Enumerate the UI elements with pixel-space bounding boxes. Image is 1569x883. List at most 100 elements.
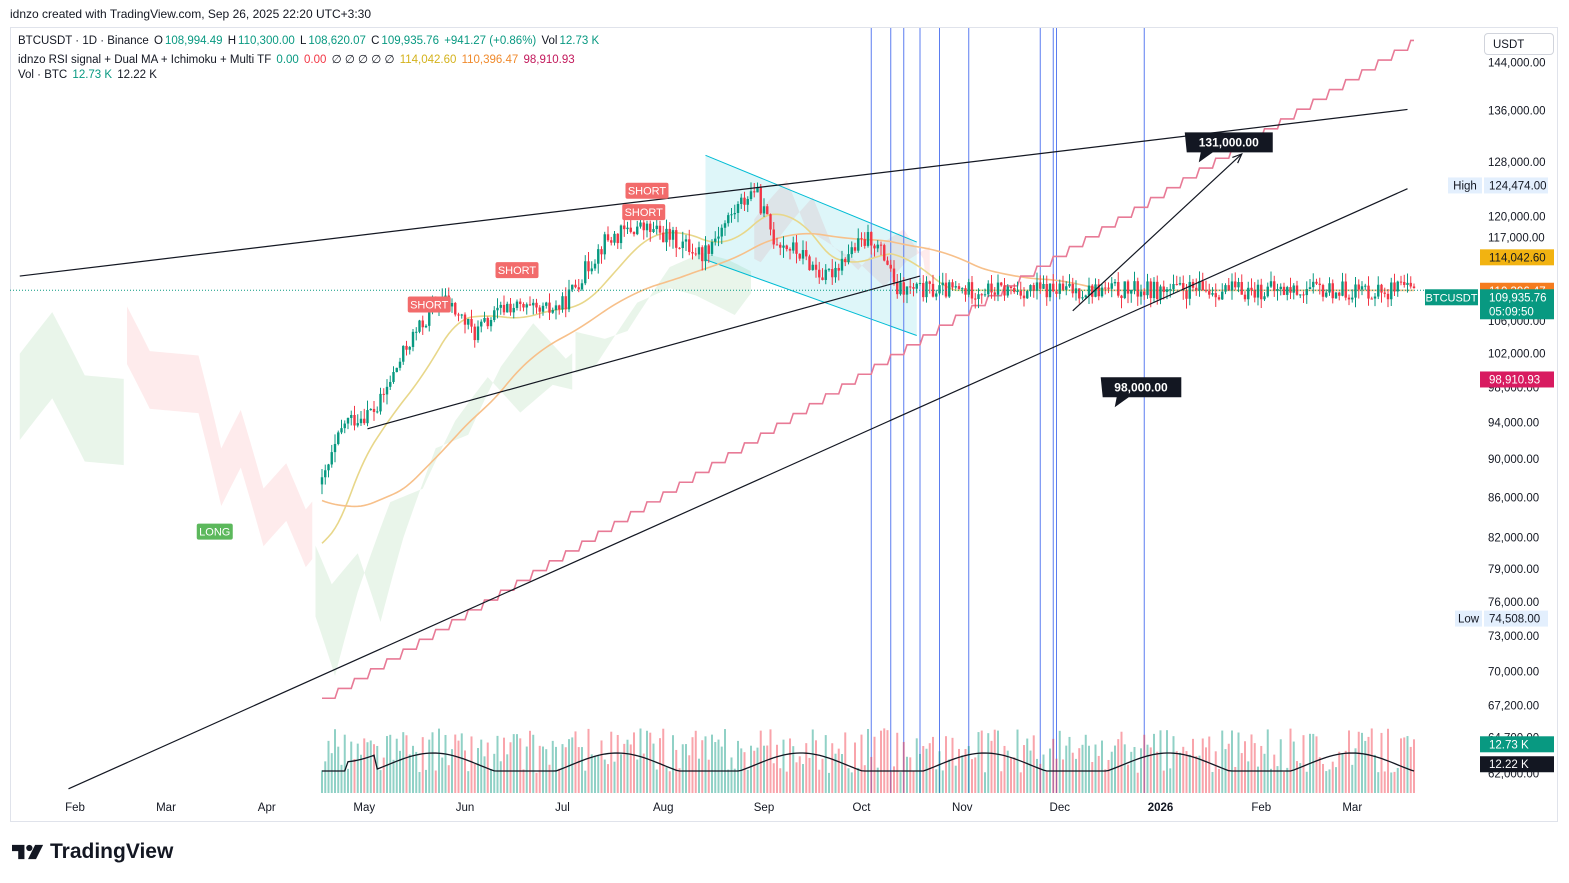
volume-bar bbox=[883, 728, 886, 793]
candle-body bbox=[1286, 287, 1289, 295]
candle-body bbox=[987, 283, 990, 295]
indicator-name[interactable]: idnzo RSI signal + Dual MA + Ichimoku + … bbox=[18, 54, 272, 66]
indicator-empty-values: ∅ ∅ ∅ ∅ ∅ bbox=[331, 54, 395, 66]
volume-bar bbox=[1175, 751, 1178, 793]
volume-bar bbox=[698, 758, 700, 793]
volume-bar bbox=[418, 772, 421, 793]
volume-bar bbox=[971, 759, 973, 793]
volume-bar bbox=[1084, 734, 1087, 793]
candle-body bbox=[821, 277, 824, 280]
candle-body bbox=[736, 204, 740, 213]
volume-bar bbox=[948, 759, 951, 793]
candle-body bbox=[330, 452, 333, 465]
candle-body bbox=[1074, 288, 1078, 294]
candle-body bbox=[1198, 281, 1201, 291]
volume-bar bbox=[503, 737, 505, 793]
volume-bar bbox=[477, 748, 479, 793]
volume-bar bbox=[1380, 732, 1383, 793]
volume-bar bbox=[1107, 759, 1110, 793]
volume-bar bbox=[607, 764, 609, 793]
candle-body bbox=[1234, 281, 1237, 288]
volume-bar bbox=[395, 738, 398, 793]
volume-bar bbox=[997, 730, 999, 793]
volume-line-label[interactable]: Vol · BTC bbox=[18, 69, 68, 81]
candle-body bbox=[408, 346, 411, 350]
candle-body bbox=[1393, 282, 1396, 292]
candle-body bbox=[535, 302, 538, 308]
candle-body bbox=[1156, 281, 1159, 300]
volume-bar bbox=[1065, 745, 1068, 793]
ichimoku-cloud-segment-0 bbox=[19, 312, 124, 466]
volume-bar bbox=[636, 759, 639, 793]
volume-bar bbox=[834, 753, 837, 793]
candle-body bbox=[925, 281, 928, 298]
candle-body bbox=[1061, 283, 1065, 290]
candle-body bbox=[1406, 282, 1409, 285]
candle-body bbox=[889, 264, 892, 269]
candle-body bbox=[486, 317, 489, 327]
brand-name: TradingView bbox=[50, 840, 174, 863]
volume-bar bbox=[1094, 744, 1097, 793]
tradingview-logo[interactable]: TradingView bbox=[12, 840, 173, 864]
candle-body bbox=[324, 470, 327, 478]
time-axis-label: Jul bbox=[555, 802, 570, 814]
candle-body bbox=[593, 263, 597, 269]
volume-bar bbox=[532, 734, 535, 793]
volume-bar bbox=[652, 743, 655, 793]
volume-bar bbox=[964, 749, 967, 793]
candle-body bbox=[814, 264, 818, 270]
candle-body bbox=[1334, 292, 1338, 299]
time-axis-label: Jun bbox=[456, 802, 475, 814]
candle-body bbox=[1390, 282, 1393, 300]
price-axis-tick: 144,000.00 bbox=[1488, 57, 1546, 69]
candle-body bbox=[1383, 292, 1386, 294]
volume-bar bbox=[798, 756, 801, 793]
candle-body bbox=[450, 302, 454, 307]
candle-body bbox=[788, 249, 792, 251]
candle-body bbox=[928, 281, 931, 284]
volume-bar bbox=[464, 750, 466, 793]
volume-bar bbox=[574, 731, 577, 793]
candle-body bbox=[954, 286, 957, 288]
candle-body bbox=[525, 304, 528, 308]
candle-body bbox=[694, 253, 697, 255]
candle-body bbox=[1367, 285, 1370, 299]
trendline-0 bbox=[19, 108, 1408, 277]
candle-body bbox=[970, 282, 974, 299]
candle-body bbox=[772, 229, 775, 245]
candle-body bbox=[714, 238, 717, 242]
volume-bar bbox=[789, 738, 791, 793]
axis-badge-countdown: 05:09:50 bbox=[1489, 306, 1534, 318]
volume-bar bbox=[1003, 745, 1006, 793]
volume-bar bbox=[1218, 768, 1220, 793]
candle-body bbox=[863, 239, 866, 246]
volume-bar bbox=[717, 739, 720, 793]
volume-bar bbox=[1013, 757, 1016, 793]
symbol-line[interactable]: BTCUSDT · 1D · Binance bbox=[18, 35, 149, 47]
candle-body bbox=[1009, 286, 1013, 288]
candle-body bbox=[424, 325, 428, 328]
axis-badge-bg bbox=[1480, 289, 1554, 320]
volume-bar bbox=[1058, 730, 1061, 793]
volume-bar bbox=[1335, 767, 1337, 793]
volume-bar bbox=[392, 759, 395, 793]
time-axis-label: Nov bbox=[952, 802, 973, 814]
volume-bar bbox=[841, 754, 843, 793]
candle-body bbox=[1247, 287, 1250, 300]
candle-body bbox=[1016, 290, 1019, 293]
volume-bar bbox=[828, 772, 830, 793]
candle-body bbox=[509, 303, 512, 313]
candle-body bbox=[1126, 281, 1130, 294]
volume-bar bbox=[490, 769, 492, 793]
volume-bar bbox=[649, 732, 652, 793]
candle-body bbox=[636, 226, 639, 235]
candle-body bbox=[1204, 290, 1208, 292]
candle-body bbox=[1276, 288, 1279, 291]
volume-bar bbox=[1133, 747, 1136, 793]
currency-button[interactable]: USDT bbox=[1484, 33, 1554, 55]
candle-body bbox=[610, 240, 613, 243]
candle-body bbox=[333, 443, 337, 453]
volume-bar bbox=[805, 743, 808, 793]
volume-bar bbox=[496, 735, 499, 793]
